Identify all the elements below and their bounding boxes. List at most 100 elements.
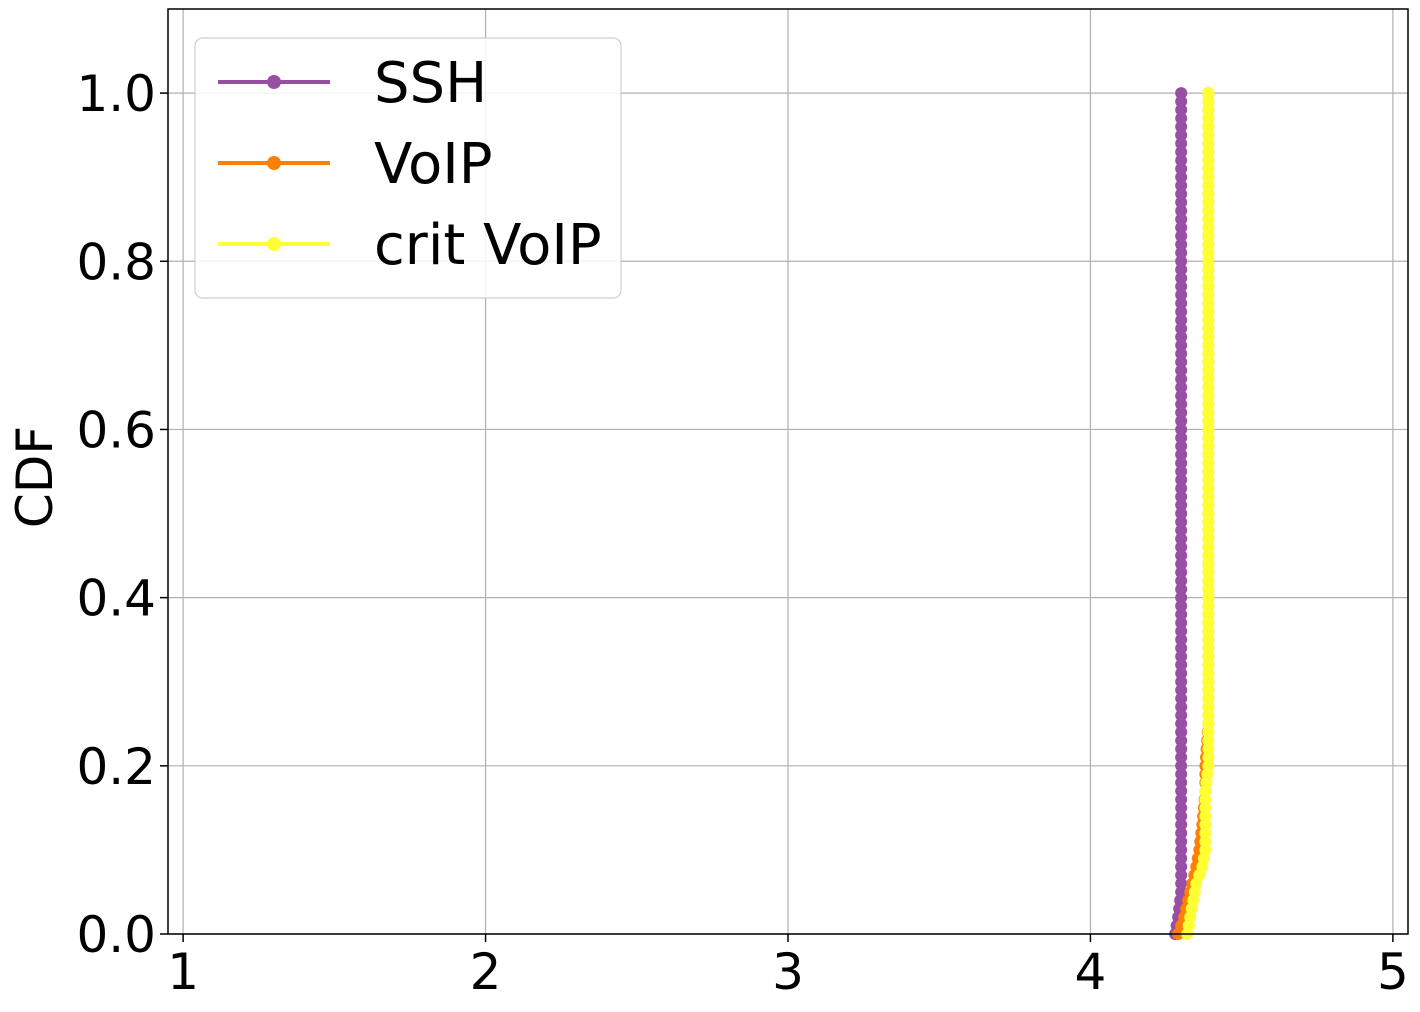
data-point: [1175, 768, 1188, 781]
data-point: [1202, 204, 1215, 217]
data-point: [1199, 801, 1212, 814]
data-point: [1175, 330, 1188, 343]
data-point: [1202, 717, 1215, 730]
data-point: [1202, 314, 1215, 327]
data-point: [1175, 751, 1188, 764]
data-point: [1202, 230, 1215, 243]
data-point: [1202, 246, 1215, 259]
data-point: [1175, 843, 1188, 856]
y-tick-label: 0.4: [76, 570, 156, 628]
data-point: [1202, 675, 1215, 688]
data-point: [1202, 507, 1215, 520]
data-point: [1175, 473, 1188, 486]
legend: SSH VoIP crit VoIP: [194, 37, 622, 299]
data-point: [1175, 465, 1188, 478]
data-point: [1202, 364, 1215, 377]
data-point: [1202, 541, 1215, 554]
y-tick-label: 0.8: [76, 233, 156, 291]
data-point: [1202, 515, 1215, 528]
data-point: [1202, 650, 1215, 663]
data-point: [1175, 709, 1188, 722]
data-point: [1175, 667, 1188, 680]
data-point: [1175, 852, 1188, 865]
data-point: [1175, 347, 1188, 360]
data-point: [1175, 726, 1188, 739]
data-point: [1175, 230, 1188, 243]
data-point: [1175, 574, 1188, 587]
data-point: [1175, 810, 1188, 823]
data-point: [1202, 221, 1215, 234]
data-point: [1202, 171, 1215, 184]
data-point: [1175, 583, 1188, 596]
data-point: [1202, 642, 1215, 655]
series-ssh: [1169, 87, 1188, 940]
data-point: [1175, 238, 1188, 251]
data-point: [1175, 566, 1188, 579]
data-point: [1202, 473, 1215, 486]
data-point: [1175, 633, 1188, 646]
data-point: [1175, 364, 1188, 377]
data-point: [1175, 440, 1188, 453]
data-point: [1175, 263, 1188, 276]
data-point: [1202, 600, 1215, 613]
x-tick-label: 2: [470, 943, 502, 1001]
data-point: [1202, 482, 1215, 495]
data-point: [1175, 423, 1188, 436]
data-point: [1175, 507, 1188, 520]
data-point: [1175, 801, 1188, 814]
data-point: [1202, 583, 1215, 596]
data-point: [1199, 810, 1212, 823]
data-point: [1175, 204, 1188, 217]
data-point: [1202, 709, 1215, 722]
data-point: [1175, 120, 1188, 133]
data-point: [1175, 877, 1188, 890]
data-point: [1202, 330, 1215, 343]
data-point: [1175, 398, 1188, 411]
data-point: [1175, 692, 1188, 705]
data-point: [1175, 717, 1188, 730]
data-point: [1202, 532, 1215, 545]
data-point: [1202, 356, 1215, 369]
data-point: [1175, 288, 1188, 301]
x-tick-label: 1: [167, 943, 199, 1001]
data-point: [1202, 574, 1215, 587]
x-tick-label: 3: [772, 943, 804, 1001]
data-point: [1199, 843, 1212, 856]
data-point: [1175, 389, 1188, 402]
ticks: 1 2 3 4 5 0.0 0.2 0.4 0.6 0.8 1.0: [76, 65, 1408, 1001]
data-point: [1175, 171, 1188, 184]
data-point: [1202, 524, 1215, 537]
data-point: [1175, 600, 1188, 613]
data-point: [1175, 625, 1188, 638]
data-point: [1175, 255, 1188, 268]
data-point: [1175, 221, 1188, 234]
data-point: [1202, 87, 1215, 100]
data-point: [1202, 751, 1215, 764]
data-point: [1202, 179, 1215, 192]
data-point: [1175, 280, 1188, 293]
data-point: [1175, 482, 1188, 495]
data-point: [1202, 103, 1215, 116]
data-point: [1202, 347, 1215, 360]
data-point: [1202, 700, 1215, 713]
data-point: [1202, 591, 1215, 604]
data-point: [1202, 566, 1215, 579]
y-axis-label: CDF: [6, 426, 64, 528]
data-point: [1175, 558, 1188, 570]
data-point: [1175, 373, 1188, 385]
data-point: [1202, 288, 1215, 301]
legend-label: SSH: [374, 51, 487, 116]
data-point: [1175, 700, 1188, 713]
data-point: [1202, 389, 1215, 402]
data-point: [1175, 827, 1188, 840]
data-point: [1175, 322, 1188, 335]
data-point: [1202, 162, 1215, 175]
data-point: [1202, 558, 1215, 570]
data-point: [1202, 95, 1215, 108]
data-point: [1175, 162, 1188, 175]
series-layer: [1169, 87, 1215, 940]
data-point: [1202, 734, 1215, 747]
data-point: [1175, 885, 1188, 898]
